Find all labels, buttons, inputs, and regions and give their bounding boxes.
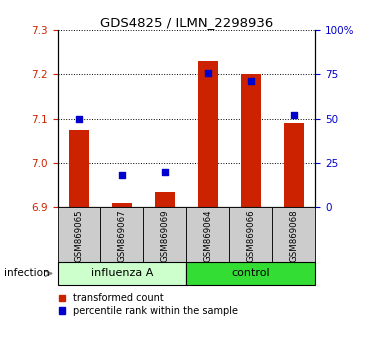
Bar	[187, 262, 315, 285]
Point	[76, 116, 82, 121]
Text: influenza A: influenza A	[91, 268, 153, 279]
Legend: transformed count, percentile rank within the sample: transformed count, percentile rank withi…	[59, 293, 238, 316]
Bar	[58, 207, 101, 262]
Bar	[187, 207, 229, 262]
Text: GSM869065: GSM869065	[75, 209, 83, 262]
Bar	[101, 207, 144, 262]
Point	[248, 79, 254, 84]
Bar	[284, 123, 303, 207]
Point	[162, 169, 168, 175]
Text: GSM869069: GSM869069	[160, 209, 170, 262]
Bar	[69, 130, 89, 207]
Text: GSM869064: GSM869064	[203, 209, 213, 262]
Bar	[155, 192, 175, 207]
Bar	[58, 262, 187, 285]
Bar	[144, 207, 186, 262]
Bar	[198, 61, 217, 207]
Text: GSM869068: GSM869068	[289, 209, 298, 262]
Text: control: control	[232, 268, 270, 279]
Point	[291, 112, 297, 118]
Bar	[241, 74, 260, 207]
Point	[119, 172, 125, 178]
Bar	[229, 207, 272, 262]
Point	[205, 70, 211, 75]
Text: GSM869066: GSM869066	[246, 209, 255, 262]
Text: infection: infection	[4, 268, 49, 279]
Bar	[272, 207, 315, 262]
Bar	[112, 203, 132, 207]
Text: GSM869067: GSM869067	[118, 209, 127, 262]
Title: GDS4825 / ILMN_2298936: GDS4825 / ILMN_2298936	[100, 16, 273, 29]
